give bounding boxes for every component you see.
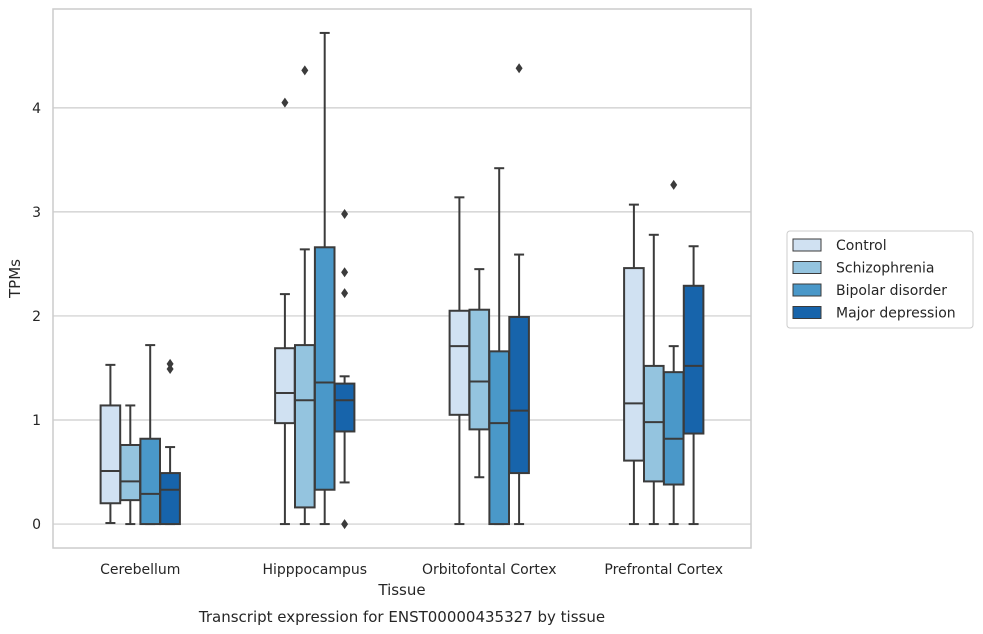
y-tick-label: 3 xyxy=(32,205,41,221)
x-tick-label: Prefrontal Cortex xyxy=(604,562,723,578)
y-tick-label: 4 xyxy=(32,101,41,117)
box-body xyxy=(119,443,142,502)
box-control xyxy=(448,196,471,526)
y-axis-label: TPMs xyxy=(6,259,24,299)
y-tick-label: 1 xyxy=(32,413,41,429)
chart-caption: Transcript expression for ENST0000043532… xyxy=(198,608,605,626)
box-body xyxy=(508,316,530,475)
y-axis-ticks: 0 1 2 3 4 xyxy=(32,101,41,533)
box-body xyxy=(488,350,510,526)
legend-label: Major depression xyxy=(836,306,956,322)
box-control xyxy=(623,203,645,526)
x-tick-label: Orbitofontal Cortex xyxy=(422,562,557,578)
box-body xyxy=(623,267,645,462)
outlier-point xyxy=(281,97,289,108)
y-tick-label: 0 xyxy=(32,517,41,533)
plot-frame xyxy=(52,8,752,549)
box-schizophrenia xyxy=(294,65,316,526)
outlier-point xyxy=(341,288,349,299)
legend-swatch xyxy=(792,283,822,297)
legend-frame xyxy=(786,230,974,329)
x-tick-label: Hipppocampus xyxy=(262,562,367,578)
box-schizophrenia xyxy=(119,404,142,526)
legend-swatch xyxy=(792,306,822,319)
outlier-point xyxy=(341,208,349,219)
box-schizophrenia xyxy=(468,268,491,479)
legend-swatch xyxy=(792,261,822,274)
box-body xyxy=(468,308,491,431)
outlier-point xyxy=(341,267,349,278)
legend-swatch xyxy=(792,238,822,252)
box-control xyxy=(274,97,296,526)
y-tick-label: 2 xyxy=(32,309,41,325)
box-major-depression xyxy=(508,63,530,526)
box-body xyxy=(274,347,296,425)
legend-label: Bipolar disorder xyxy=(836,283,947,299)
x-axis-ticks: Cerebellum Hipppocampus Orbitofontal Corte… xyxy=(100,562,723,578)
outlier-point xyxy=(301,65,309,76)
outlier-point xyxy=(166,358,174,369)
box-bipolar-disorder xyxy=(488,167,510,526)
box-body xyxy=(333,382,356,433)
box-body xyxy=(448,309,471,416)
box-body xyxy=(682,284,705,435)
box-control xyxy=(99,363,122,525)
box-body xyxy=(294,344,316,509)
box-bipolar-disorder xyxy=(139,344,161,526)
box-bipolar-disorder xyxy=(662,179,685,526)
legend: Control Schizophrenia Bipolar disorder Majo… xyxy=(786,230,974,329)
box-schizophrenia xyxy=(643,233,665,526)
box-major-depression xyxy=(333,208,356,530)
outlier-point xyxy=(166,364,174,375)
box-body xyxy=(662,371,685,486)
legend-label: Control xyxy=(836,238,887,254)
box-body xyxy=(643,364,665,483)
legend-label: Schizophrenia xyxy=(836,261,934,277)
box-plot-area xyxy=(99,31,705,530)
box-body xyxy=(139,437,161,526)
box-bipolar-disorder xyxy=(313,31,336,526)
box-body xyxy=(99,404,122,505)
x-tick-label: Cerebellum xyxy=(100,562,180,578)
outlier-point xyxy=(670,179,678,190)
box-body xyxy=(159,472,181,526)
box-body xyxy=(313,246,336,491)
box-major-depression xyxy=(159,358,181,526)
box-major-depression xyxy=(682,245,705,526)
x-axis-label: Tissue xyxy=(377,581,425,599)
outlier-point xyxy=(341,519,349,530)
outlier-point xyxy=(515,63,523,74)
